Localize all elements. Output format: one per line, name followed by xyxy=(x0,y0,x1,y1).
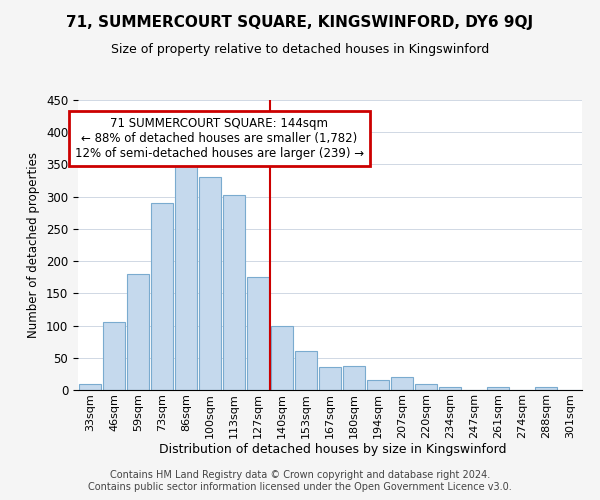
Bar xyxy=(487,387,509,390)
Bar xyxy=(367,380,389,390)
Y-axis label: Number of detached properties: Number of detached properties xyxy=(28,152,40,338)
Bar xyxy=(271,326,293,390)
Text: Size of property relative to detached houses in Kingswinford: Size of property relative to detached ho… xyxy=(111,42,489,56)
Bar xyxy=(127,274,149,390)
Bar xyxy=(175,155,197,390)
Bar xyxy=(103,322,125,390)
Bar xyxy=(319,368,341,390)
Text: Contains HM Land Registry data © Crown copyright and database right 2024.: Contains HM Land Registry data © Crown c… xyxy=(110,470,490,480)
Bar xyxy=(343,366,365,390)
Text: 71 SUMMERCOURT SQUARE: 144sqm
← 88% of detached houses are smaller (1,782)
12% o: 71 SUMMERCOURT SQUARE: 144sqm ← 88% of d… xyxy=(74,118,364,160)
Bar xyxy=(199,178,221,390)
Bar xyxy=(391,377,413,390)
Bar xyxy=(439,387,461,390)
Bar xyxy=(79,384,101,390)
Text: 71, SUMMERCOURT SQUARE, KINGSWINFORD, DY6 9QJ: 71, SUMMERCOURT SQUARE, KINGSWINFORD, DY… xyxy=(67,15,533,30)
Bar xyxy=(151,203,173,390)
Bar xyxy=(223,194,245,390)
Text: Distribution of detached houses by size in Kingswinford: Distribution of detached houses by size … xyxy=(159,442,507,456)
Bar xyxy=(247,277,269,390)
Bar xyxy=(415,384,437,390)
Bar xyxy=(535,387,557,390)
Text: Contains public sector information licensed under the Open Government Licence v3: Contains public sector information licen… xyxy=(88,482,512,492)
Bar xyxy=(295,352,317,390)
